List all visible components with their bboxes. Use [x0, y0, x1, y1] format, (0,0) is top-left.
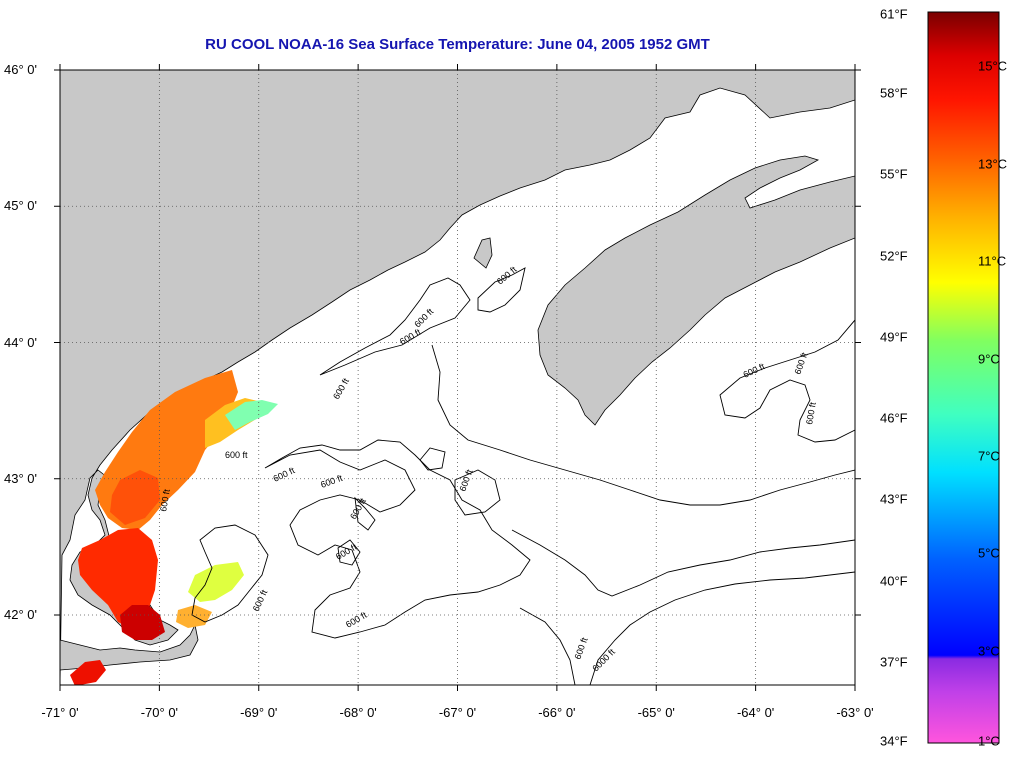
colorbar-label-f: 49°F	[880, 329, 908, 345]
map-title: RU COOL NOAA-16 Sea Surface Temperature:…	[205, 36, 710, 53]
longitude-label: -66° 0'	[538, 705, 576, 720]
colorbar-label-f: 37°F	[880, 654, 908, 670]
depth-contours	[191, 267, 855, 685]
colorbar-label-c: 3°C	[978, 643, 1000, 659]
colorbar-label-f: 40°F	[880, 573, 908, 589]
sst-patch-cyan	[225, 400, 278, 430]
contour-label: 600 ft	[804, 401, 818, 425]
colorbar-label-c: 9°C	[978, 351, 1000, 367]
sst-patch-cape-ann	[78, 528, 158, 628]
colorbar-label-c: 1°C	[978, 733, 1000, 749]
colorbar-label-c: 13°C	[978, 156, 1008, 172]
colorbar	[927, 11, 1000, 744]
sst-patch-offshore-yellow	[188, 562, 244, 602]
longitude-label: -64° 0'	[736, 705, 775, 720]
contour-label: 600 ft	[225, 450, 248, 460]
colorbar-label-c: 15°C	[978, 58, 1008, 74]
colorbar-label-f: 43°F	[880, 491, 908, 507]
latitude-label: 42° 0'	[4, 607, 37, 622]
longitude-label: -71° 0'	[41, 705, 79, 720]
latitude-label: 43° 0'	[4, 470, 37, 486]
longitude-label: -69° 0'	[240, 705, 278, 720]
colorbar-label-f: 34°F	[880, 733, 908, 749]
colorbar-label-f: 52°F	[880, 248, 908, 264]
colorbar-label-c: 11°C	[978, 253, 1007, 269]
contour-label: 600 ft	[158, 488, 172, 512]
nova-scotia-land	[537, 155, 855, 426]
longitude-label: -67° 0'	[438, 705, 477, 720]
colorbar-label-f: 46°F	[880, 410, 908, 426]
longitude-label: -63° 0'	[836, 705, 874, 720]
longitude-label: -70° 0'	[140, 705, 179, 720]
colorbar-label-c: 5°C	[978, 545, 1000, 561]
colorbar-label-f: 58°F	[880, 85, 908, 101]
longitude-label: -68° 0'	[339, 705, 377, 720]
latitude-label: 44° 0'	[4, 334, 37, 350]
latitude-label: 45° 0'	[4, 198, 37, 214]
colorbar-label-f: 61°F	[880, 6, 908, 22]
colorbar-label-f: 55°F	[880, 166, 908, 182]
latitude-label: 46° 0'	[4, 62, 37, 77]
sst-patch-cape-cod-bay	[120, 605, 165, 640]
sst-patch-south	[70, 660, 106, 685]
longitude-label: -65° 0'	[637, 705, 675, 720]
colorbar-label-c: 7°C	[978, 448, 1000, 464]
sst-patch-gulf-maine-warm	[110, 470, 160, 525]
grand-manan-island	[473, 237, 493, 269]
